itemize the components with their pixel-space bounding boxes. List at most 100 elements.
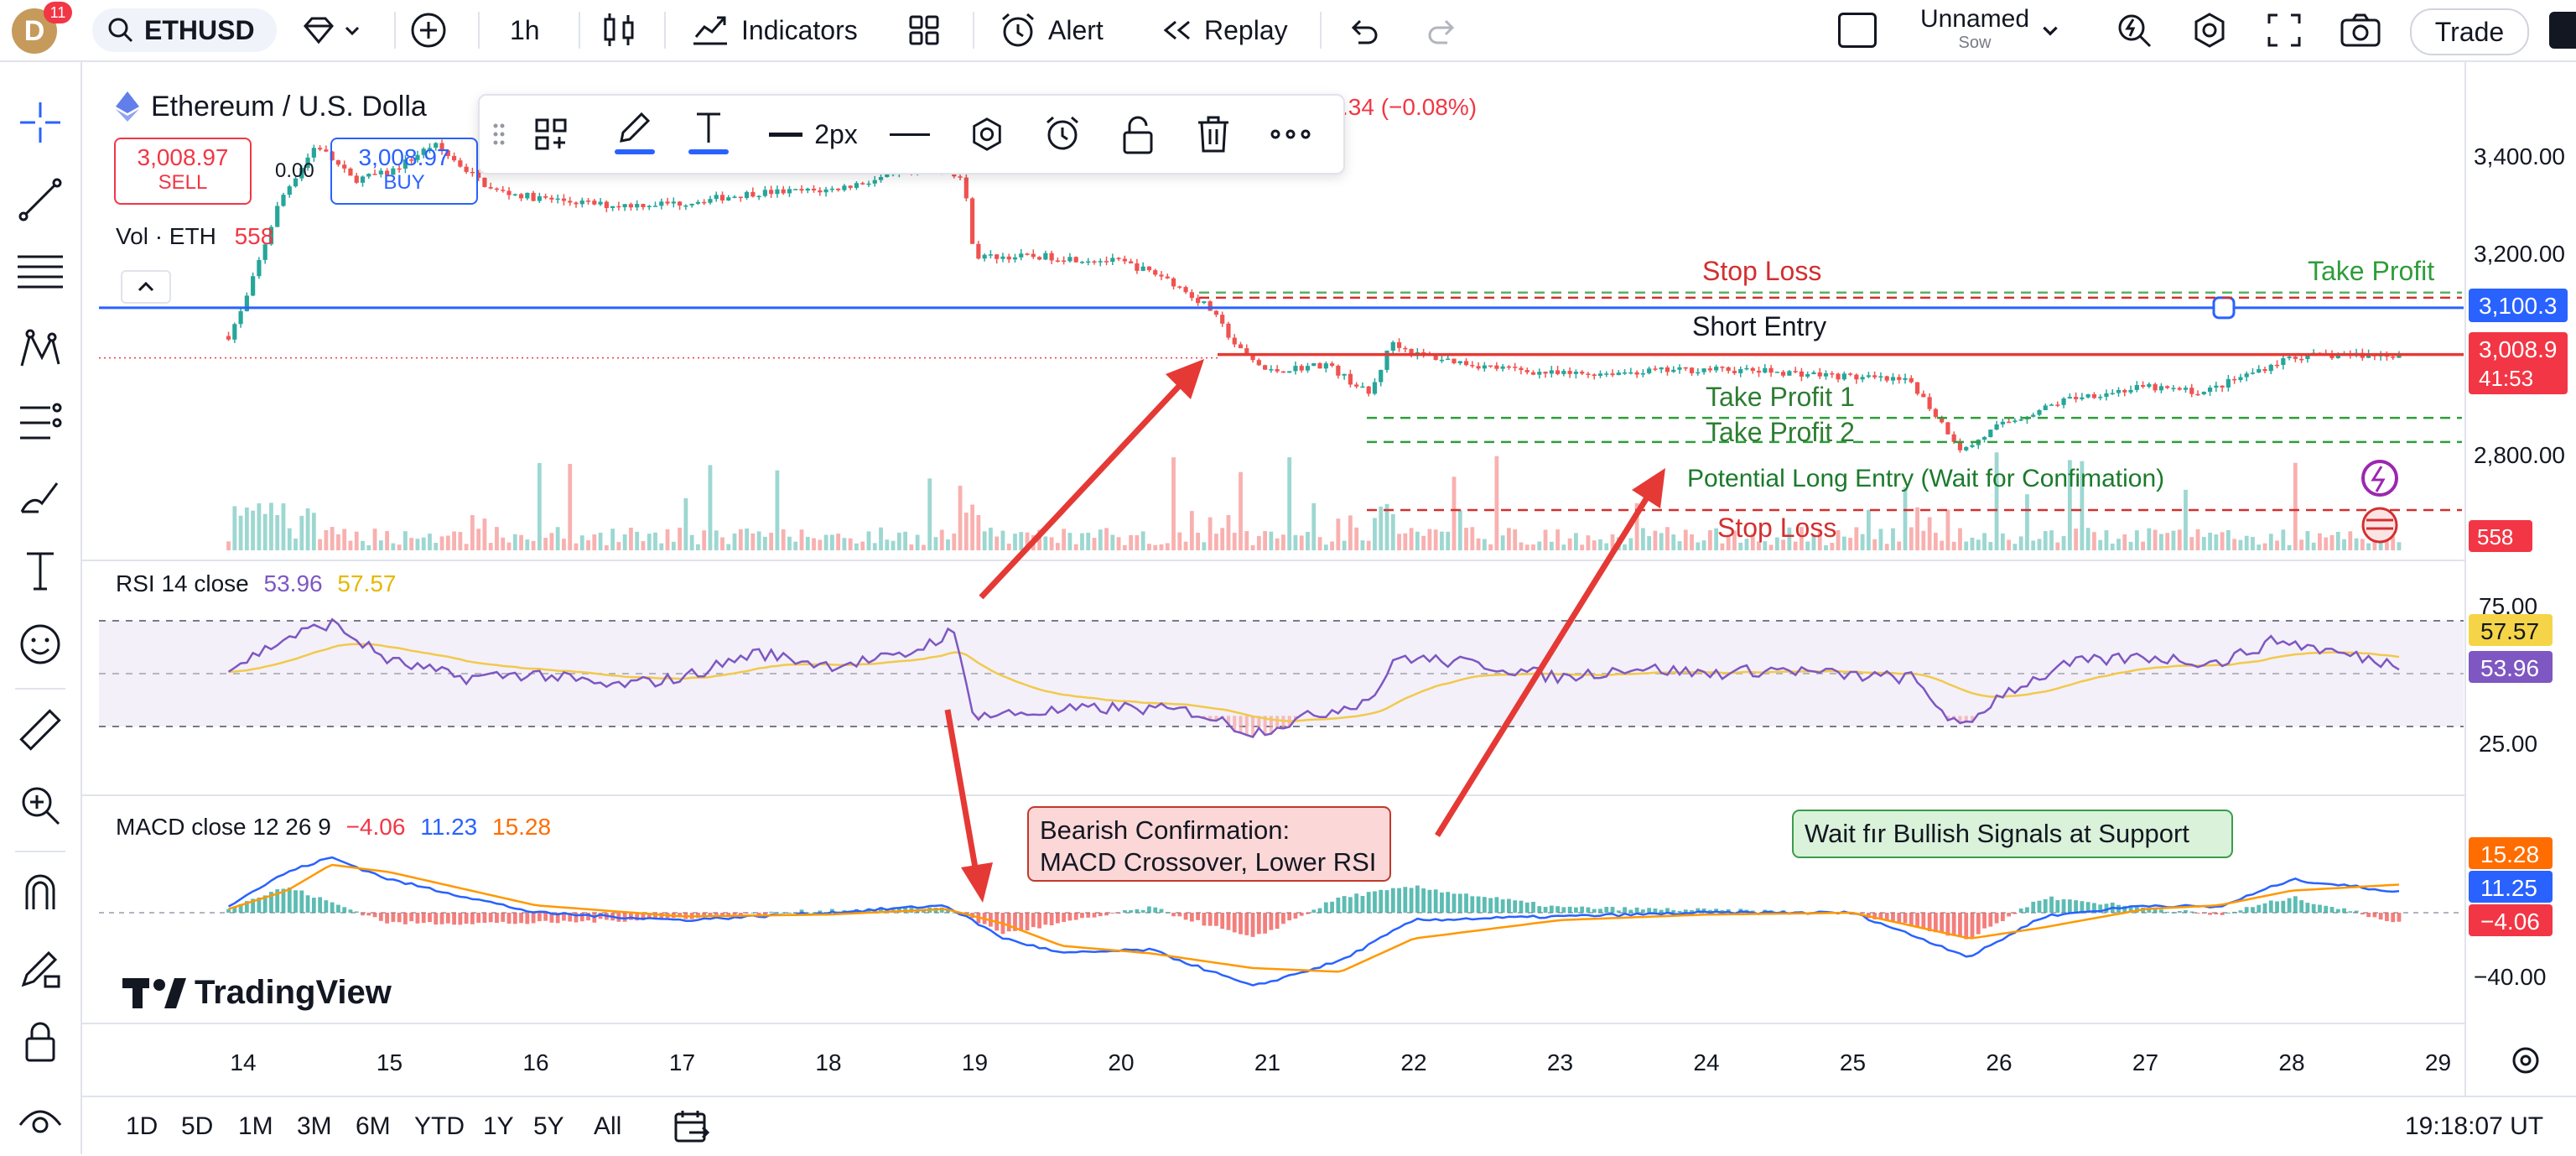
candle bbox=[464, 164, 469, 174]
entry-line-handle[interactable] bbox=[2212, 296, 2236, 320]
ruler-tool[interactable] bbox=[15, 705, 65, 755]
template-button[interactable] bbox=[522, 96, 580, 173]
macd-histogram-bar bbox=[1086, 913, 1091, 918]
lock-drawing-button[interactable] bbox=[1109, 96, 1167, 173]
macd-histogram-bar bbox=[1519, 900, 1524, 913]
interval-button[interactable]: 1h bbox=[510, 0, 540, 60]
zap-search-icon bbox=[2118, 14, 2152, 48]
volume-bar bbox=[1867, 509, 1871, 550]
settings-button[interactable] bbox=[2190, 0, 2229, 60]
stop-loss-top-label[interactable]: Stop Loss bbox=[1702, 256, 1821, 286]
volume-bar bbox=[361, 540, 365, 550]
snapshot-button[interactable] bbox=[2340, 0, 2381, 60]
stay-drawing-tool[interactable] bbox=[15, 943, 65, 993]
more-options-button[interactable] bbox=[1261, 96, 1320, 173]
candle bbox=[324, 145, 329, 153]
macd-legend[interactable]: MACD close 12 26 9 −4.06 11.23 15.28 bbox=[116, 814, 551, 841]
range-button-6m[interactable]: 6M bbox=[356, 1112, 391, 1140]
undo-button[interactable] bbox=[1347, 0, 1380, 60]
macd-histogram-bar bbox=[1586, 907, 1591, 913]
drawing-alert-button[interactable] bbox=[1033, 96, 1092, 173]
short-entry-label[interactable]: Short Entry bbox=[1692, 311, 1826, 341]
macd-histogram-bar bbox=[1628, 909, 1633, 913]
candle bbox=[2244, 371, 2249, 382]
redo-button[interactable] bbox=[1426, 0, 1459, 60]
take-profit-top-label[interactable]: Take Profit bbox=[2308, 256, 2434, 286]
date-range-button[interactable] bbox=[673, 1107, 711, 1146]
take-profit-1-label[interactable]: Take Profit 1 bbox=[1706, 382, 1855, 412]
delete-drawing-button[interactable] bbox=[1184, 96, 1243, 173]
text-color-button[interactable] bbox=[679, 96, 738, 173]
fib-tool[interactable] bbox=[15, 248, 65, 299]
zoom-tool[interactable] bbox=[15, 780, 65, 831]
volume-legend[interactable]: Vol · ETH 558 bbox=[116, 223, 273, 250]
side-panel-button[interactable] bbox=[2549, 12, 2576, 49]
camera-icon bbox=[2340, 13, 2381, 47]
line-color-button[interactable] bbox=[605, 96, 664, 173]
axis-settings-icon[interactable] bbox=[2512, 1047, 2539, 1074]
volume-bar bbox=[1909, 527, 1914, 550]
trade-button[interactable]: Trade bbox=[2410, 8, 2529, 55]
collapse-legend-button[interactable] bbox=[121, 270, 171, 304]
macd-histogram-bar bbox=[1988, 913, 1993, 927]
stop-loss-bottom-label[interactable]: Stop Loss bbox=[1717, 513, 1836, 543]
bearish-callout[interactable] bbox=[1027, 806, 1391, 882]
rsi-legend[interactable]: RSI 14 close 53.96 57.57 bbox=[116, 570, 396, 597]
range-button-all[interactable]: All bbox=[594, 1112, 622, 1140]
brush-tool[interactable] bbox=[15, 471, 65, 522]
macd-histogram-bar bbox=[641, 913, 646, 921]
line-width-button[interactable]: 2px bbox=[763, 96, 864, 173]
visibility-tool[interactable] bbox=[15, 1094, 65, 1136]
line-style-button[interactable] bbox=[880, 96, 939, 173]
indicators-button[interactable]: Indicators bbox=[691, 0, 858, 60]
replay-button[interactable]: Replay bbox=[1161, 0, 1288, 60]
macd-histogram-bar bbox=[2153, 908, 2158, 913]
candle bbox=[1500, 363, 1505, 372]
crosshair-icon bbox=[20, 102, 60, 143]
long-entry-label[interactable]: Potential Long Entry (Wait for Confimati… bbox=[1687, 465, 2164, 492]
pattern-tool[interactable] bbox=[15, 324, 65, 374]
buy-button[interactable]: 3,008.97 BUY bbox=[330, 138, 478, 205]
range-button-5d[interactable]: 5D bbox=[181, 1112, 214, 1140]
symbol-search[interactable]: ETHUSD bbox=[92, 8, 277, 52]
drag-handle[interactable] bbox=[488, 96, 510, 173]
fullscreen-button[interactable] bbox=[2266, 0, 2303, 60]
range-button-1m[interactable]: 1M bbox=[238, 1112, 273, 1140]
trend-line-tool[interactable] bbox=[15, 174, 65, 225]
macd-histogram-bar bbox=[946, 909, 950, 913]
volume-bar bbox=[2061, 536, 2066, 550]
volume-bar bbox=[2318, 533, 2322, 550]
price-source-dropdown[interactable] bbox=[302, 0, 362, 60]
chart-type-button[interactable] bbox=[600, 0, 637, 60]
range-button-3m[interactable]: 3M bbox=[297, 1112, 332, 1140]
candle bbox=[1299, 364, 1304, 373]
range-button-5y[interactable]: 5Y bbox=[533, 1112, 564, 1140]
range-button-1y[interactable]: 1Y bbox=[483, 1112, 514, 1140]
drawing-settings-button[interactable] bbox=[958, 96, 1016, 173]
templates-button[interactable] bbox=[907, 0, 941, 60]
compare-symbol-button[interactable] bbox=[409, 0, 448, 60]
layout-dropdown[interactable] bbox=[2039, 0, 2061, 60]
layout-checkbox[interactable] bbox=[1838, 0, 1877, 60]
layout-name-button[interactable]: Unnamed Sow bbox=[1903, 5, 2046, 57]
events-icons[interactable] bbox=[2361, 460, 2398, 544]
icon-tool[interactable] bbox=[15, 619, 65, 669]
symbol-title[interactable]: Ethereum / U.S. Dolla bbox=[151, 90, 427, 122]
macd-histogram-bar bbox=[1909, 913, 1914, 927]
utc-clock[interactable]: 19:18:07 UT bbox=[2405, 1112, 2544, 1140]
crosshair-tool[interactable] bbox=[15, 97, 65, 148]
macd-histogram-bar bbox=[1951, 913, 1956, 936]
lock-tool[interactable] bbox=[15, 1017, 65, 1067]
take-profit-2-label[interactable]: Take Profit 2 bbox=[1706, 417, 1855, 447]
range-button-1d[interactable]: 1D bbox=[126, 1112, 158, 1140]
bullish-callout[interactable] bbox=[1792, 810, 2233, 858]
candle bbox=[671, 197, 676, 208]
magnet-tool[interactable] bbox=[15, 867, 65, 918]
sell-button[interactable]: 3,008.97 SELL bbox=[114, 138, 252, 205]
text-tool[interactable] bbox=[15, 545, 65, 596]
quick-search-button[interactable] bbox=[2115, 0, 2153, 60]
forecast-tool[interactable] bbox=[15, 398, 65, 448]
alert-button[interactable]: Alert bbox=[998, 0, 1104, 60]
range-button-ytd[interactable]: YTD bbox=[414, 1112, 465, 1140]
